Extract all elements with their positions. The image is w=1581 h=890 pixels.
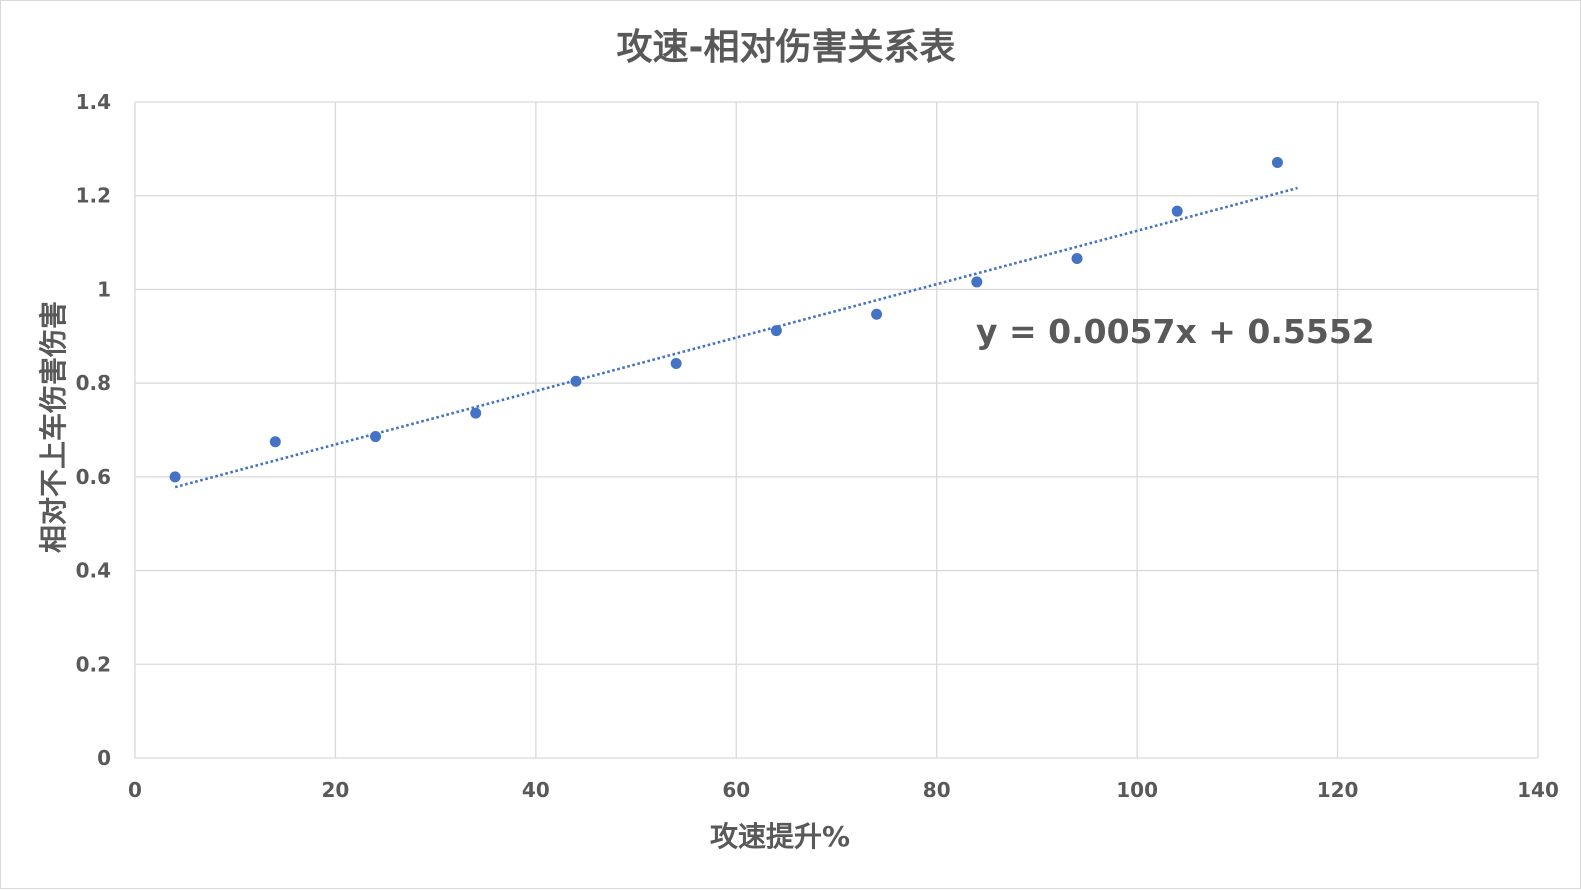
data-point <box>269 436 281 448</box>
y-tick-label: 1.2 <box>76 184 111 208</box>
trendline-layer <box>174 186 1298 489</box>
y-axis-title: 相对不上车伤害伤害 <box>37 301 70 553</box>
data-point <box>570 375 582 387</box>
data-point <box>971 276 983 288</box>
chart-title: 攻速-相对伤害关系表 <box>617 27 956 68</box>
y-tick-label: 0.2 <box>76 652 111 676</box>
grid <box>134 101 1539 759</box>
data-point <box>169 471 181 483</box>
tick-labels: 0 0.2 0.4 0.6 0.8 1 1.2 1.4 0 20 40 60 80 100 120 140 <box>76 90 1559 802</box>
trendline <box>174 186 1298 489</box>
data-point <box>1071 253 1083 265</box>
x-tick-label: 60 <box>722 778 750 802</box>
data-point <box>370 431 382 443</box>
y-tick-label: 1 <box>97 277 111 301</box>
data-point <box>1271 156 1283 168</box>
x-tick-label: 120 <box>1317 778 1359 802</box>
data-point <box>871 308 883 320</box>
x-tick-label: 140 <box>1517 778 1559 802</box>
y-tick-label: 0.8 <box>76 371 111 395</box>
x-tick-label: 40 <box>522 778 550 802</box>
y-tick-label: 0 <box>97 746 111 770</box>
data-points <box>169 156 1283 483</box>
x-tick-label: 20 <box>322 778 350 802</box>
y-tick-label: 0.4 <box>76 559 111 583</box>
x-tick-label: 0 <box>128 778 142 802</box>
data-point <box>470 407 482 419</box>
data-point <box>770 325 782 337</box>
trendline-equation: y = 0.0057x + 0.5552 <box>976 312 1375 351</box>
data-point <box>1171 205 1183 217</box>
x-tick-label: 80 <box>923 778 951 802</box>
data-point <box>670 357 682 369</box>
y-tick-label: 1.4 <box>76 90 111 114</box>
x-tick-label: 100 <box>1116 778 1158 802</box>
x-axis-title: 攻速提升% <box>710 820 850 853</box>
y-tick-label: 0.6 <box>76 465 111 489</box>
